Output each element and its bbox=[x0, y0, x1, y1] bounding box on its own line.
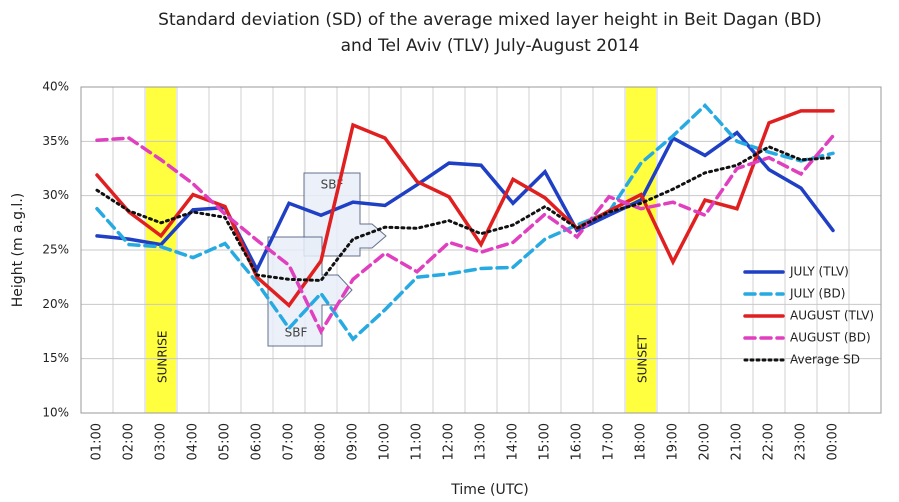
legend-label: JULY (BD) bbox=[789, 287, 845, 301]
x-tick-label: 19:00 bbox=[666, 423, 681, 460]
x-tick-label: 13:00 bbox=[474, 423, 489, 460]
highlight-label: SUNRISE bbox=[156, 331, 170, 383]
x-tick-label: 11:00 bbox=[410, 423, 425, 460]
series-line bbox=[95, 134, 835, 336]
x-tick-label: 20:00 bbox=[698, 423, 713, 460]
x-tick-label: 05:00 bbox=[218, 423, 233, 460]
x-tick-label: 03:00 bbox=[154, 423, 169, 460]
x-tick-label: 00:00 bbox=[826, 423, 841, 460]
legend-label: AUGUST (BD) bbox=[790, 331, 871, 345]
legend-label: AUGUST (TLV) bbox=[790, 309, 874, 323]
y-tick-label: 30% bbox=[42, 188, 69, 202]
x-tick-label: 06:00 bbox=[250, 423, 265, 460]
chart-title: and Tel Aviv (TLV) July-August 2014 bbox=[341, 36, 640, 56]
chart-title: Standard deviation (SD) of the average m… bbox=[158, 10, 822, 30]
x-tick-label: 12:00 bbox=[442, 423, 457, 460]
legend: JULY (TLV) JULY (BD) AUGUST (TLV) AUGUST (B… bbox=[743, 265, 874, 367]
x-tick-label: 14:00 bbox=[506, 423, 521, 460]
x-tick-label: 01:00 bbox=[90, 423, 105, 460]
x-tick-label: 18:00 bbox=[634, 423, 649, 460]
y-tick-label: 25% bbox=[42, 243, 69, 257]
x-tick-label: 23:00 bbox=[794, 423, 809, 460]
legend-label: JULY (TLV) bbox=[789, 265, 849, 279]
x-tick-label: 09:00 bbox=[346, 423, 361, 460]
series-line bbox=[95, 102, 835, 342]
y-tick-label: 20% bbox=[42, 297, 69, 311]
y-tick-label: 40% bbox=[42, 80, 69, 94]
x-tick-label: 17:00 bbox=[602, 423, 617, 460]
x-axis-title: Time (UTC) bbox=[450, 482, 528, 498]
sbf-shape bbox=[303, 172, 387, 257]
plot-frame bbox=[80, 86, 882, 414]
x-tick-label: 07:00 bbox=[282, 423, 297, 460]
series-line bbox=[95, 109, 835, 309]
x-tick-label: 15:00 bbox=[538, 423, 553, 460]
y-axis-title: Height (m a.g.l.) bbox=[10, 193, 26, 307]
x-tick-label: 02:00 bbox=[122, 423, 137, 460]
y-tick-label: 15% bbox=[42, 351, 69, 365]
x-tick-label: 16:00 bbox=[570, 423, 585, 460]
x-tick-label: 22:00 bbox=[762, 423, 777, 460]
legend-label: Average SD bbox=[790, 353, 860, 367]
y-tick-label: 10% bbox=[42, 406, 69, 420]
series-line bbox=[95, 145, 835, 282]
series-layer bbox=[95, 102, 835, 342]
x-tick-label: 10:00 bbox=[378, 423, 393, 460]
x-tick-label: 08:00 bbox=[314, 423, 329, 460]
x-tick-label: 21:00 bbox=[730, 423, 745, 460]
x-tick-label: 04:00 bbox=[186, 423, 201, 460]
y-tick-label: 35% bbox=[42, 134, 69, 148]
